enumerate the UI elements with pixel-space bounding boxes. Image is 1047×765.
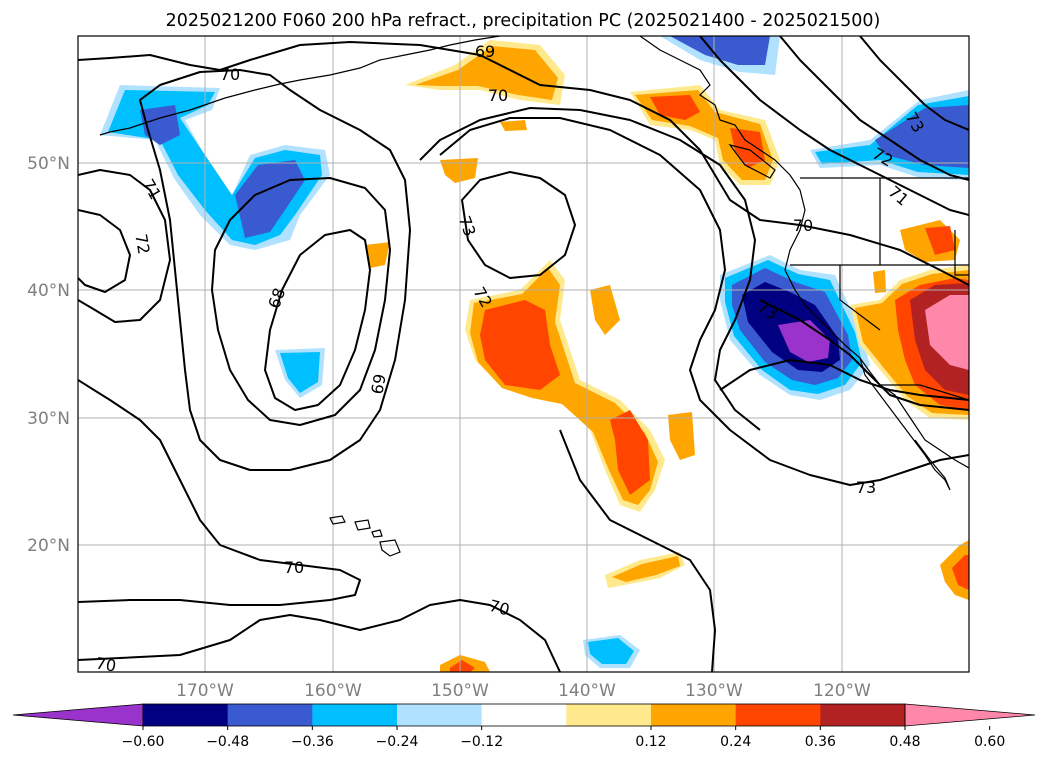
lon-labels: 170°W 160°W 150°W 140°W 130°W 120°W: [176, 681, 871, 701]
contour-70-left-loop: [78, 379, 361, 606]
contour-72-left: [78, 209, 131, 293]
lon-label: 170°W: [176, 681, 234, 701]
contour-70-bottom: [78, 599, 561, 672]
contour-73-center: [439, 117, 969, 486]
precip-pos-nw-us-core: [925, 226, 955, 255]
lon-label: 130°W: [685, 681, 743, 701]
precip-pos-small-1: [500, 120, 527, 131]
precip-pos-central-band-core2: [610, 410, 650, 495]
border-state-3: [839, 265, 881, 331]
contour-73-southeast: [719, 359, 969, 401]
colorbar-swatch: [735, 704, 821, 726]
colorbar-tick-label: −0.36: [291, 734, 334, 750]
colorbar: −0.60 −0.48 −0.36 −0.24 −0.12 0.12 0.24 0.36 0.4…: [12, 703, 1036, 750]
coast-north-america: [639, 36, 969, 469]
colorbar-extend-max: [904, 703, 1036, 727]
island-hawaii-1: [329, 515, 346, 525]
colorbar-tick-label: −0.48: [206, 734, 249, 750]
coastlines: [99, 36, 969, 557]
precip-neg-south-core: [588, 638, 634, 664]
contour-72-right: [779, 36, 969, 181]
colorbar-tick-label: 0.24: [720, 734, 751, 750]
colorbar-tick-label: 0.36: [805, 734, 836, 750]
contour-72-center: [419, 107, 761, 431]
precip-neg-aleutian-core2: [235, 160, 305, 238]
contour-71-right: [699, 36, 969, 216]
island-vancouver: [728, 144, 776, 179]
colorbar-swatch: [312, 704, 398, 726]
colorbar-tick-label: 0.60: [974, 734, 1005, 750]
precip-pos-central-band-core: [480, 300, 560, 390]
contour-72-southeast: [759, 299, 969, 411]
refractivity-contours: [78, 36, 969, 672]
map-area: 70 69 70 71 72 73 72 73 70 71 72 73 68 6…: [78, 36, 969, 675]
lat-label: 20°N: [27, 536, 70, 556]
lat-labels: 50°N 40°N 30°N 20°N: [27, 154, 70, 556]
precip-pos-small-4: [590, 285, 620, 335]
colorbar-tick-label: −0.60: [122, 734, 165, 750]
contour-label: 69: [367, 372, 389, 395]
precip-pos-small-2: [440, 158, 478, 183]
colorbar-swatch: [566, 704, 652, 726]
map-title: 2025021200 F060 200 hPa refract., precip…: [166, 11, 881, 31]
colorbar-swatch: [820, 704, 906, 726]
colorbar-swatch: [481, 704, 567, 726]
precip-neg-pnw-core: [670, 36, 770, 65]
precip-pos-gulf-alaska-core: [415, 46, 558, 100]
island-hawaii-4: [379, 539, 401, 557]
island-hawaii-2: [354, 519, 371, 531]
colorbar-frame: [142, 703, 906, 727]
contour-label: 70: [793, 216, 813, 235]
precip-neg-blob-165w-core: [280, 352, 320, 393]
precip-pos-sw-us-pink: [925, 295, 969, 370]
contour-70-top: [78, 41, 969, 286]
contour-label: 70: [220, 65, 240, 84]
colorbar-tick-label: −0.12: [460, 734, 503, 750]
contour-69-mid: [139, 69, 411, 471]
precip-shading: [100, 36, 969, 672]
precip-pos-south-band-core: [612, 556, 680, 582]
contour-68-mid: [211, 177, 391, 426]
contour-73-loop: [461, 171, 576, 279]
contour-70-inner: [264, 229, 371, 411]
precip-pos-bc-coast-core: [650, 95, 765, 168]
border-us-mexico: [880, 384, 969, 401]
lon-label: 150°W: [431, 681, 489, 701]
contour-71-left: [78, 169, 171, 323]
contour-70-south-center: [559, 429, 716, 672]
island-hawaii-3: [371, 529, 383, 538]
lat-label: 40°N: [27, 281, 70, 301]
border-state-4: [954, 230, 969, 276]
contour-label: 69: [475, 42, 495, 61]
colorbar-tick-label: −0.24: [376, 734, 419, 750]
map-frame: [77, 35, 970, 673]
colorbar-swatch: [143, 704, 229, 726]
precip-pos-small-6: [873, 270, 886, 293]
colorbar-swatch: [651, 704, 737, 726]
colorbar-tick-label: 0.12: [635, 734, 666, 750]
lon-label: 140°W: [558, 681, 616, 701]
precip-pos-se-corner-core: [952, 555, 969, 590]
colorbar-swatch: [227, 704, 313, 726]
contour-label: 70: [488, 86, 508, 105]
lon-label: 160°W: [304, 681, 362, 701]
contour-label: 70: [94, 653, 117, 675]
precip-pos-small-3: [365, 242, 390, 268]
lat-label: 50°N: [27, 154, 70, 174]
contour-label: 73: [856, 478, 876, 497]
colorbar-swatch: [397, 704, 483, 726]
precip-pos-small-5: [668, 412, 695, 460]
lon-label: 120°W: [813, 681, 871, 701]
lat-label: 30°N: [27, 409, 70, 429]
colorbar-tick-label: 0.48: [889, 734, 920, 750]
contour-label: 72: [131, 232, 153, 255]
colorbar-extend-min: [12, 703, 144, 727]
contour-label: 70: [284, 558, 304, 577]
contour-73-right: [859, 36, 969, 131]
graticule: [78, 36, 969, 672]
precip-pos-south-2-core: [450, 660, 475, 672]
contour-label: 70: [487, 596, 512, 620]
